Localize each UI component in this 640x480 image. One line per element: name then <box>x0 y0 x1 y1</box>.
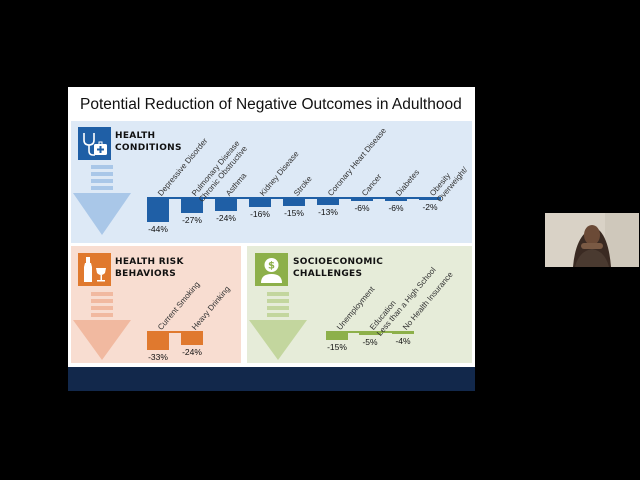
chart-bar <box>419 198 441 200</box>
presentation-slide: Potential Reduction of Negative Outcomes… <box>68 87 475 391</box>
chart-bar <box>215 198 237 212</box>
stethoscope-medkit-icon <box>78 127 111 160</box>
chart-bar <box>392 332 414 335</box>
chart-category-label: Coronary Heart Disease <box>326 126 389 198</box>
health-risk-behaviors-heading: HEALTH RISK BEHAVIORS <box>115 257 184 279</box>
socioeconomic-challenges-panel: $ SOCIOECONOMIC CHALLENGES -15% Unemploym… <box>247 246 472 363</box>
chart-category-label: Cancer <box>360 172 384 198</box>
chart-value-label: -6% <box>354 203 370 214</box>
chart-bar <box>181 332 203 346</box>
chart-bar <box>359 332 381 335</box>
chart-baseline <box>147 331 203 333</box>
chart-value-label: -24% <box>216 213 236 224</box>
chart-bar <box>326 332 348 341</box>
chart-value-label: -44% <box>148 224 168 235</box>
chart-value-label: -5% <box>362 336 378 347</box>
chart-value-label: -6% <box>388 203 404 214</box>
socio-down-arrow <box>249 292 307 360</box>
chart-value-label: -2% <box>422 202 438 212</box>
health-down-arrow <box>73 165 131 235</box>
chart-bar <box>351 198 373 202</box>
risk-down-arrow <box>73 292 131 360</box>
chart-value-label: -15% <box>284 208 304 219</box>
health-conditions-heading: HEALTH CONDITIONS <box>115 131 182 153</box>
chart-value-label: -33% <box>148 352 168 363</box>
health-risk-behaviors-panel: HEALTH RISK BEHAVIORS -33% Current Smokin… <box>71 246 241 363</box>
chart-value-label: -24% <box>182 347 202 358</box>
health-conditions-panel: HEALTH CONDITIONS -44% Depressive Disorde… <box>71 121 472 243</box>
chart-value-label: -15% <box>327 342 347 353</box>
chart-bar <box>317 198 339 206</box>
chart-value-label: -13% <box>318 207 338 218</box>
chart-bar <box>249 198 271 207</box>
chart-bar <box>283 198 305 207</box>
chart-category-label: Stroke <box>292 174 314 198</box>
money-person-icon: $ <box>255 253 288 286</box>
chart-bar <box>385 198 407 202</box>
chart-bar <box>181 198 203 213</box>
svg-text:$: $ <box>268 261 275 272</box>
chart-value-label: -16% <box>250 208 270 219</box>
chart-value-label: -27% <box>182 214 202 225</box>
bottle-glass-icon <box>78 253 111 286</box>
webcam-video-tile[interactable] <box>545 213 639 267</box>
chart-category-label: Diabetes <box>394 167 422 198</box>
chart-bar <box>147 332 169 351</box>
slide-footer-bar <box>68 367 475 391</box>
socioeconomic-challenges-heading: SOCIOECONOMIC CHALLENGES <box>293 257 384 279</box>
chart-value-label: -4% <box>395 336 411 347</box>
chart-bar <box>147 198 169 223</box>
presenter-video <box>545 213 639 267</box>
slide-title: Potential Reduction of Negative Outcomes… <box>80 96 462 113</box>
